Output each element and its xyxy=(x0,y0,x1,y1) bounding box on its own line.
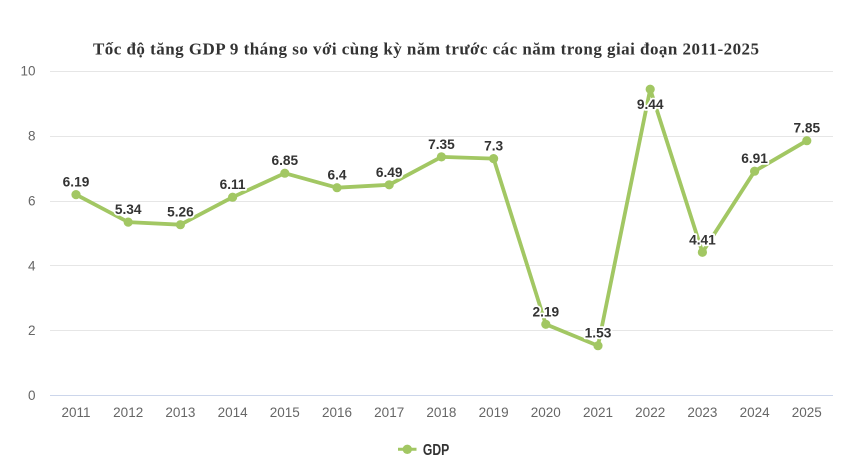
svg-text:6.11: 6.11 xyxy=(220,177,246,192)
svg-text:2020: 2020 xyxy=(531,405,561,420)
svg-text:6.4: 6.4 xyxy=(327,168,346,183)
svg-text:1.53: 1.53 xyxy=(585,326,612,341)
svg-text:7.3: 7.3 xyxy=(484,139,503,154)
svg-text:6.19: 6.19 xyxy=(63,175,90,190)
svg-text:4: 4 xyxy=(28,258,36,273)
svg-text:2014: 2014 xyxy=(218,405,249,420)
svg-text:2011: 2011 xyxy=(61,405,90,420)
svg-text:2: 2 xyxy=(28,323,36,338)
svg-text:7.35: 7.35 xyxy=(428,137,455,152)
svg-text:6: 6 xyxy=(28,193,36,208)
svg-text:2023: 2023 xyxy=(687,405,717,420)
svg-text:6.49: 6.49 xyxy=(376,165,403,180)
svg-text:0: 0 xyxy=(28,388,36,403)
svg-text:5.26: 5.26 xyxy=(167,205,194,220)
svg-text:2024: 2024 xyxy=(740,405,771,420)
svg-text:Tốc độ tăng GDP 9 tháng so với: Tốc độ tăng GDP 9 tháng so với cùng kỳ n… xyxy=(93,40,759,59)
svg-text:6.85: 6.85 xyxy=(271,153,298,168)
svg-text:2.19: 2.19 xyxy=(532,304,559,319)
svg-text:4.41: 4.41 xyxy=(689,232,716,247)
svg-text:GDP: GDP xyxy=(423,442,449,457)
svg-text:6.91: 6.91 xyxy=(741,151,768,166)
svg-text:2012: 2012 xyxy=(113,405,143,420)
svg-text:2021: 2021 xyxy=(583,405,613,420)
svg-text:10: 10 xyxy=(20,64,35,79)
svg-text:7.85: 7.85 xyxy=(793,121,820,136)
svg-text:9.44: 9.44 xyxy=(637,97,664,112)
svg-text:2019: 2019 xyxy=(479,405,509,420)
svg-text:2016: 2016 xyxy=(322,405,352,420)
svg-text:2025: 2025 xyxy=(792,405,822,420)
svg-text:2018: 2018 xyxy=(426,405,456,420)
svg-text:5.34: 5.34 xyxy=(115,202,142,217)
svg-text:8: 8 xyxy=(28,129,36,144)
svg-text:2017: 2017 xyxy=(374,405,404,420)
svg-text:2013: 2013 xyxy=(165,405,195,420)
svg-text:2022: 2022 xyxy=(635,405,665,420)
svg-text:2015: 2015 xyxy=(270,405,300,420)
